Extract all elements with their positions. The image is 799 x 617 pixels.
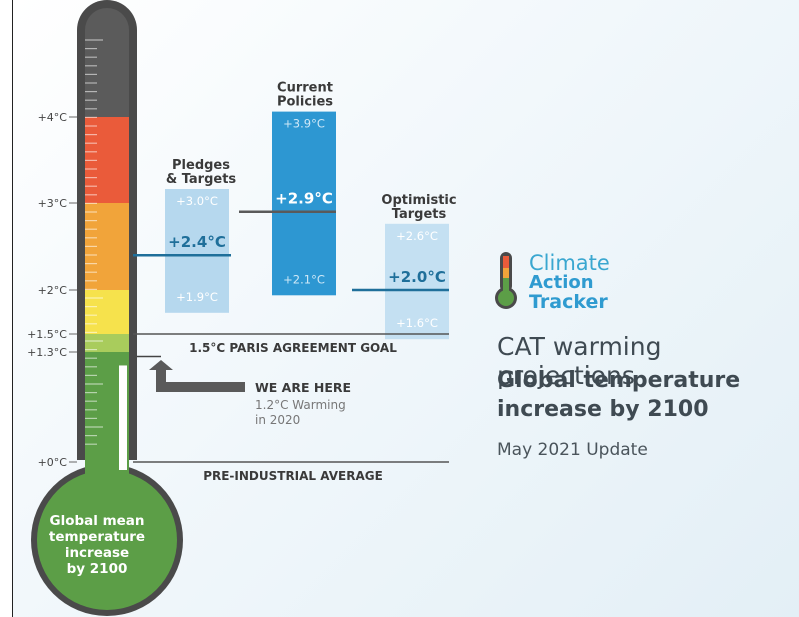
we-are-here-label: WE ARE HERE (255, 380, 351, 395)
mercury-column (119, 365, 127, 470)
y-tick-label: +4°C (38, 111, 68, 124)
logo-band-orange (503, 268, 509, 278)
bulb-label-line2: temperature (48, 529, 146, 545)
bulb-label-line1: Global mean (49, 513, 145, 529)
we-are-here-note: 1.2°C Warming (255, 398, 346, 412)
scenario-range-bar (385, 223, 449, 340)
logo-band-green (503, 278, 509, 292)
y-tick-label: +2°C (38, 284, 68, 297)
chart-subtitle-line1: Global temperature (497, 368, 741, 393)
scenario-low-label: +1.6°C (396, 316, 438, 330)
reference-line-label: PRE-INDUSTRIAL AVERAGE (203, 469, 383, 483)
scenario-title: Policies (277, 95, 333, 110)
logo-text-action: Action (529, 272, 594, 293)
logo-thermometer-bulb (498, 290, 514, 306)
scenario-title: Optimistic (381, 193, 456, 208)
scenario-high-label: +2.6°C (396, 229, 438, 243)
scenario-title: Current (277, 81, 333, 96)
we-are-here-arrow (149, 360, 245, 392)
logo-band-red (503, 256, 509, 268)
band-1-5-to-2 (85, 290, 129, 334)
scenario-high-label: +3.9°C (283, 117, 325, 131)
y-tick-label: +1.5°C (27, 328, 67, 341)
bulb-label-line3: increase (64, 545, 130, 561)
thermometer-bulb (37, 470, 177, 610)
scenario-low-label: +2.1°C (283, 272, 325, 286)
band-above-4 (85, 8, 129, 117)
chart-title: CAT warming projections (497, 332, 662, 390)
scenario-central-label: +2.9°C (275, 190, 333, 208)
scenario-high-label: +3.0°C (176, 194, 218, 208)
y-tick-label: +1.3°C (27, 346, 67, 359)
logo-text-climate: Climate (529, 251, 610, 275)
scenario-range-bar (165, 189, 229, 313)
bulb-label-line4: by 2100 (66, 561, 128, 577)
scenario-title: Pledges (172, 158, 230, 173)
scenario-central-label: +2.0°C (388, 268, 446, 286)
chart-subtitle-line2: increase by 2100 (497, 397, 709, 422)
warming-chart: +4°C +3°C +2°C +1.5°C +1.3°C +0°C +3.0°C +1.9°C… (27, 0, 517, 616)
reference-line-label: 1.5°C PARIS AGREEMENT GOAL (189, 341, 397, 355)
scenario-title: Targets (392, 207, 447, 222)
scenario-title: & Targets (166, 172, 237, 187)
we-are-here-note: in 2020 (255, 413, 300, 427)
logo-text-tracker: Tracker (529, 291, 608, 313)
chart-canvas: +4°C +3°C +2°C +1.5°C +1.3°C +0°C +3.0°C +1.9°C… (12, 0, 799, 617)
y-tick-label: +3°C (38, 197, 68, 210)
scenario-range-bar (272, 111, 336, 296)
y-tick-label: +0°C (38, 456, 68, 469)
scenario-central-label: +2.4°C (168, 233, 226, 251)
scenario-low-label: +1.9°C (176, 290, 218, 304)
band-1-3-to-1-5 (85, 334, 129, 352)
update-date: May 2021 Update (497, 440, 648, 460)
